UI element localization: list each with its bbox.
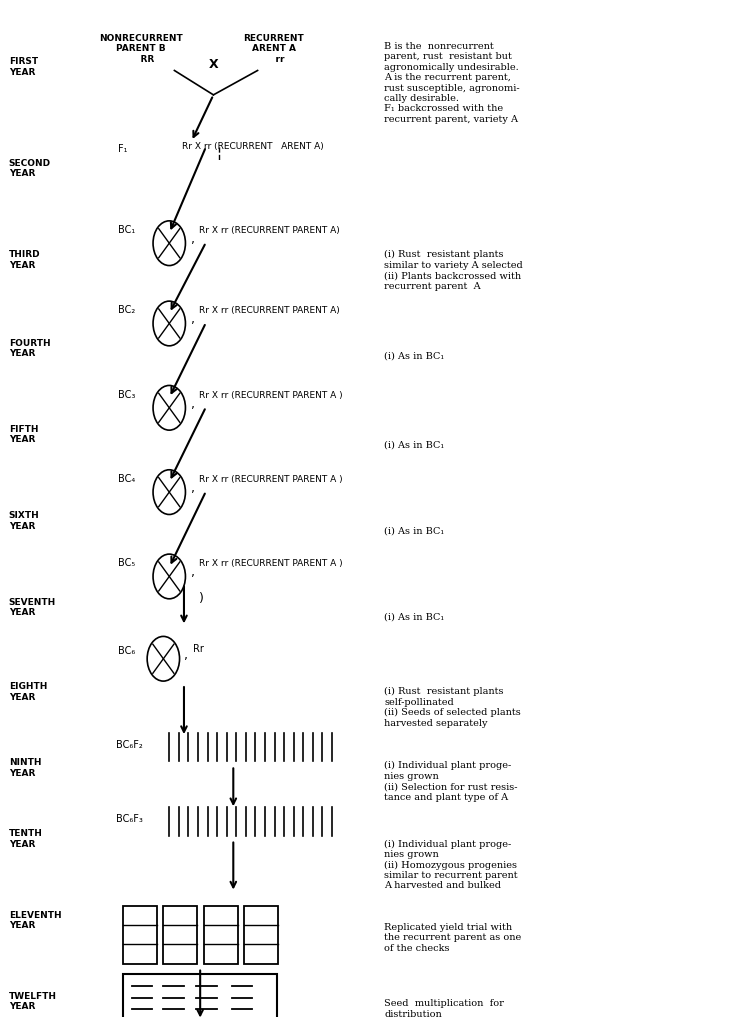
Text: Rr X rr (RECURRENT PARENT A): Rr X rr (RECURRENT PARENT A) xyxy=(199,306,339,315)
Text: ): ) xyxy=(199,592,203,605)
Text: ,: , xyxy=(191,482,195,495)
Text: THIRD
YEAR: THIRD YEAR xyxy=(9,250,41,269)
Text: ,: , xyxy=(184,648,188,662)
Text: RECURRENT
ARENT A
    rr: RECURRENT ARENT A rr xyxy=(243,34,304,63)
Text: (i) Rust  resistant plants
self-pollinated
(ii) Seeds of selected plants
harvest: (i) Rust resistant plants self-pollinate… xyxy=(384,687,521,728)
Text: Seed  multiplication  for
distribution: Seed multiplication for distribution xyxy=(384,999,504,1019)
Text: (i) Individual plant proge-
nies grown
(ii) Homozygous progenies
similar to recu: (i) Individual plant proge- nies grown (… xyxy=(384,840,518,891)
Text: BC₂: BC₂ xyxy=(118,305,135,315)
Text: Rr X rr (RECURRENT PARENT A ): Rr X rr (RECURRENT PARENT A ) xyxy=(199,475,342,484)
Text: BC₆: BC₆ xyxy=(118,645,135,655)
Text: TWELFTH
YEAR: TWELFTH YEAR xyxy=(9,992,57,1012)
Text: ,: , xyxy=(191,397,195,411)
Text: ,: , xyxy=(191,313,195,327)
Text: TENTH
YEAR: TENTH YEAR xyxy=(9,829,43,849)
Text: B is the  nonrecurrent
parent, rust  resistant but
agronomically undesirable.
A : B is the nonrecurrent parent, rust resis… xyxy=(384,42,520,124)
Text: Replicated yield trial with
the recurrent parent as one
of the checks: Replicated yield trial with the recurren… xyxy=(384,923,522,952)
Text: F₁: F₁ xyxy=(118,143,127,154)
Text: (i) As in BC₁: (i) As in BC₁ xyxy=(384,526,444,536)
Text: (i) As in BC₁: (i) As in BC₁ xyxy=(384,613,444,622)
Text: NONRECURRENT
PARENT B
    RR: NONRECURRENT PARENT B RR xyxy=(100,34,183,63)
Text: (i) As in BC₁: (i) As in BC₁ xyxy=(384,440,444,450)
Text: X: X xyxy=(208,58,218,72)
Text: Rr X rr (RECURRENT   ARENT A): Rr X rr (RECURRENT ARENT A) xyxy=(182,141,324,151)
Text: SEVENTH
YEAR: SEVENTH YEAR xyxy=(9,598,56,617)
Text: (i) As in BC₁: (i) As in BC₁ xyxy=(384,352,444,360)
Text: EIGHTH
YEAR: EIGHTH YEAR xyxy=(9,682,47,701)
Text: BC₆F₂: BC₆F₂ xyxy=(115,740,142,750)
Text: Rr X rr (RECURRENT PARENT A): Rr X rr (RECURRENT PARENT A) xyxy=(199,226,339,234)
Text: NINTH
YEAR: NINTH YEAR xyxy=(9,759,41,777)
Text: ,: , xyxy=(191,566,195,580)
Text: FIFTH
YEAR: FIFTH YEAR xyxy=(9,425,38,444)
Text: Rr X rr (RECURRENT PARENT A ): Rr X rr (RECURRENT PARENT A ) xyxy=(199,390,342,399)
Text: (i) Individual plant proge-
nies grown
(ii) Selection for rust resis-
tance and : (i) Individual plant proge- nies grown (… xyxy=(384,762,518,802)
Text: ,: , xyxy=(191,233,195,246)
Text: SIXTH
YEAR: SIXTH YEAR xyxy=(9,511,39,530)
Text: (i) Rust  resistant plants
similar to variety A selected
(ii) Plants backcrossed: (i) Rust resistant plants similar to var… xyxy=(384,250,523,291)
Text: BC₅: BC₅ xyxy=(118,558,134,568)
Text: BC₆F₃: BC₆F₃ xyxy=(115,814,143,824)
Text: SECOND
YEAR: SECOND YEAR xyxy=(9,159,51,178)
Text: FOURTH
YEAR: FOURTH YEAR xyxy=(9,339,50,358)
Text: BC₁: BC₁ xyxy=(118,225,135,234)
Text: BC₃: BC₃ xyxy=(118,389,135,399)
Text: BC₄: BC₄ xyxy=(118,474,135,483)
Text: Rr X rr (RECURRENT PARENT A ): Rr X rr (RECURRENT PARENT A ) xyxy=(199,559,342,568)
Text: ELEVENTH
YEAR: ELEVENTH YEAR xyxy=(9,910,61,930)
Text: Rr: Rr xyxy=(193,643,204,653)
Text: FIRST
YEAR: FIRST YEAR xyxy=(9,57,38,77)
